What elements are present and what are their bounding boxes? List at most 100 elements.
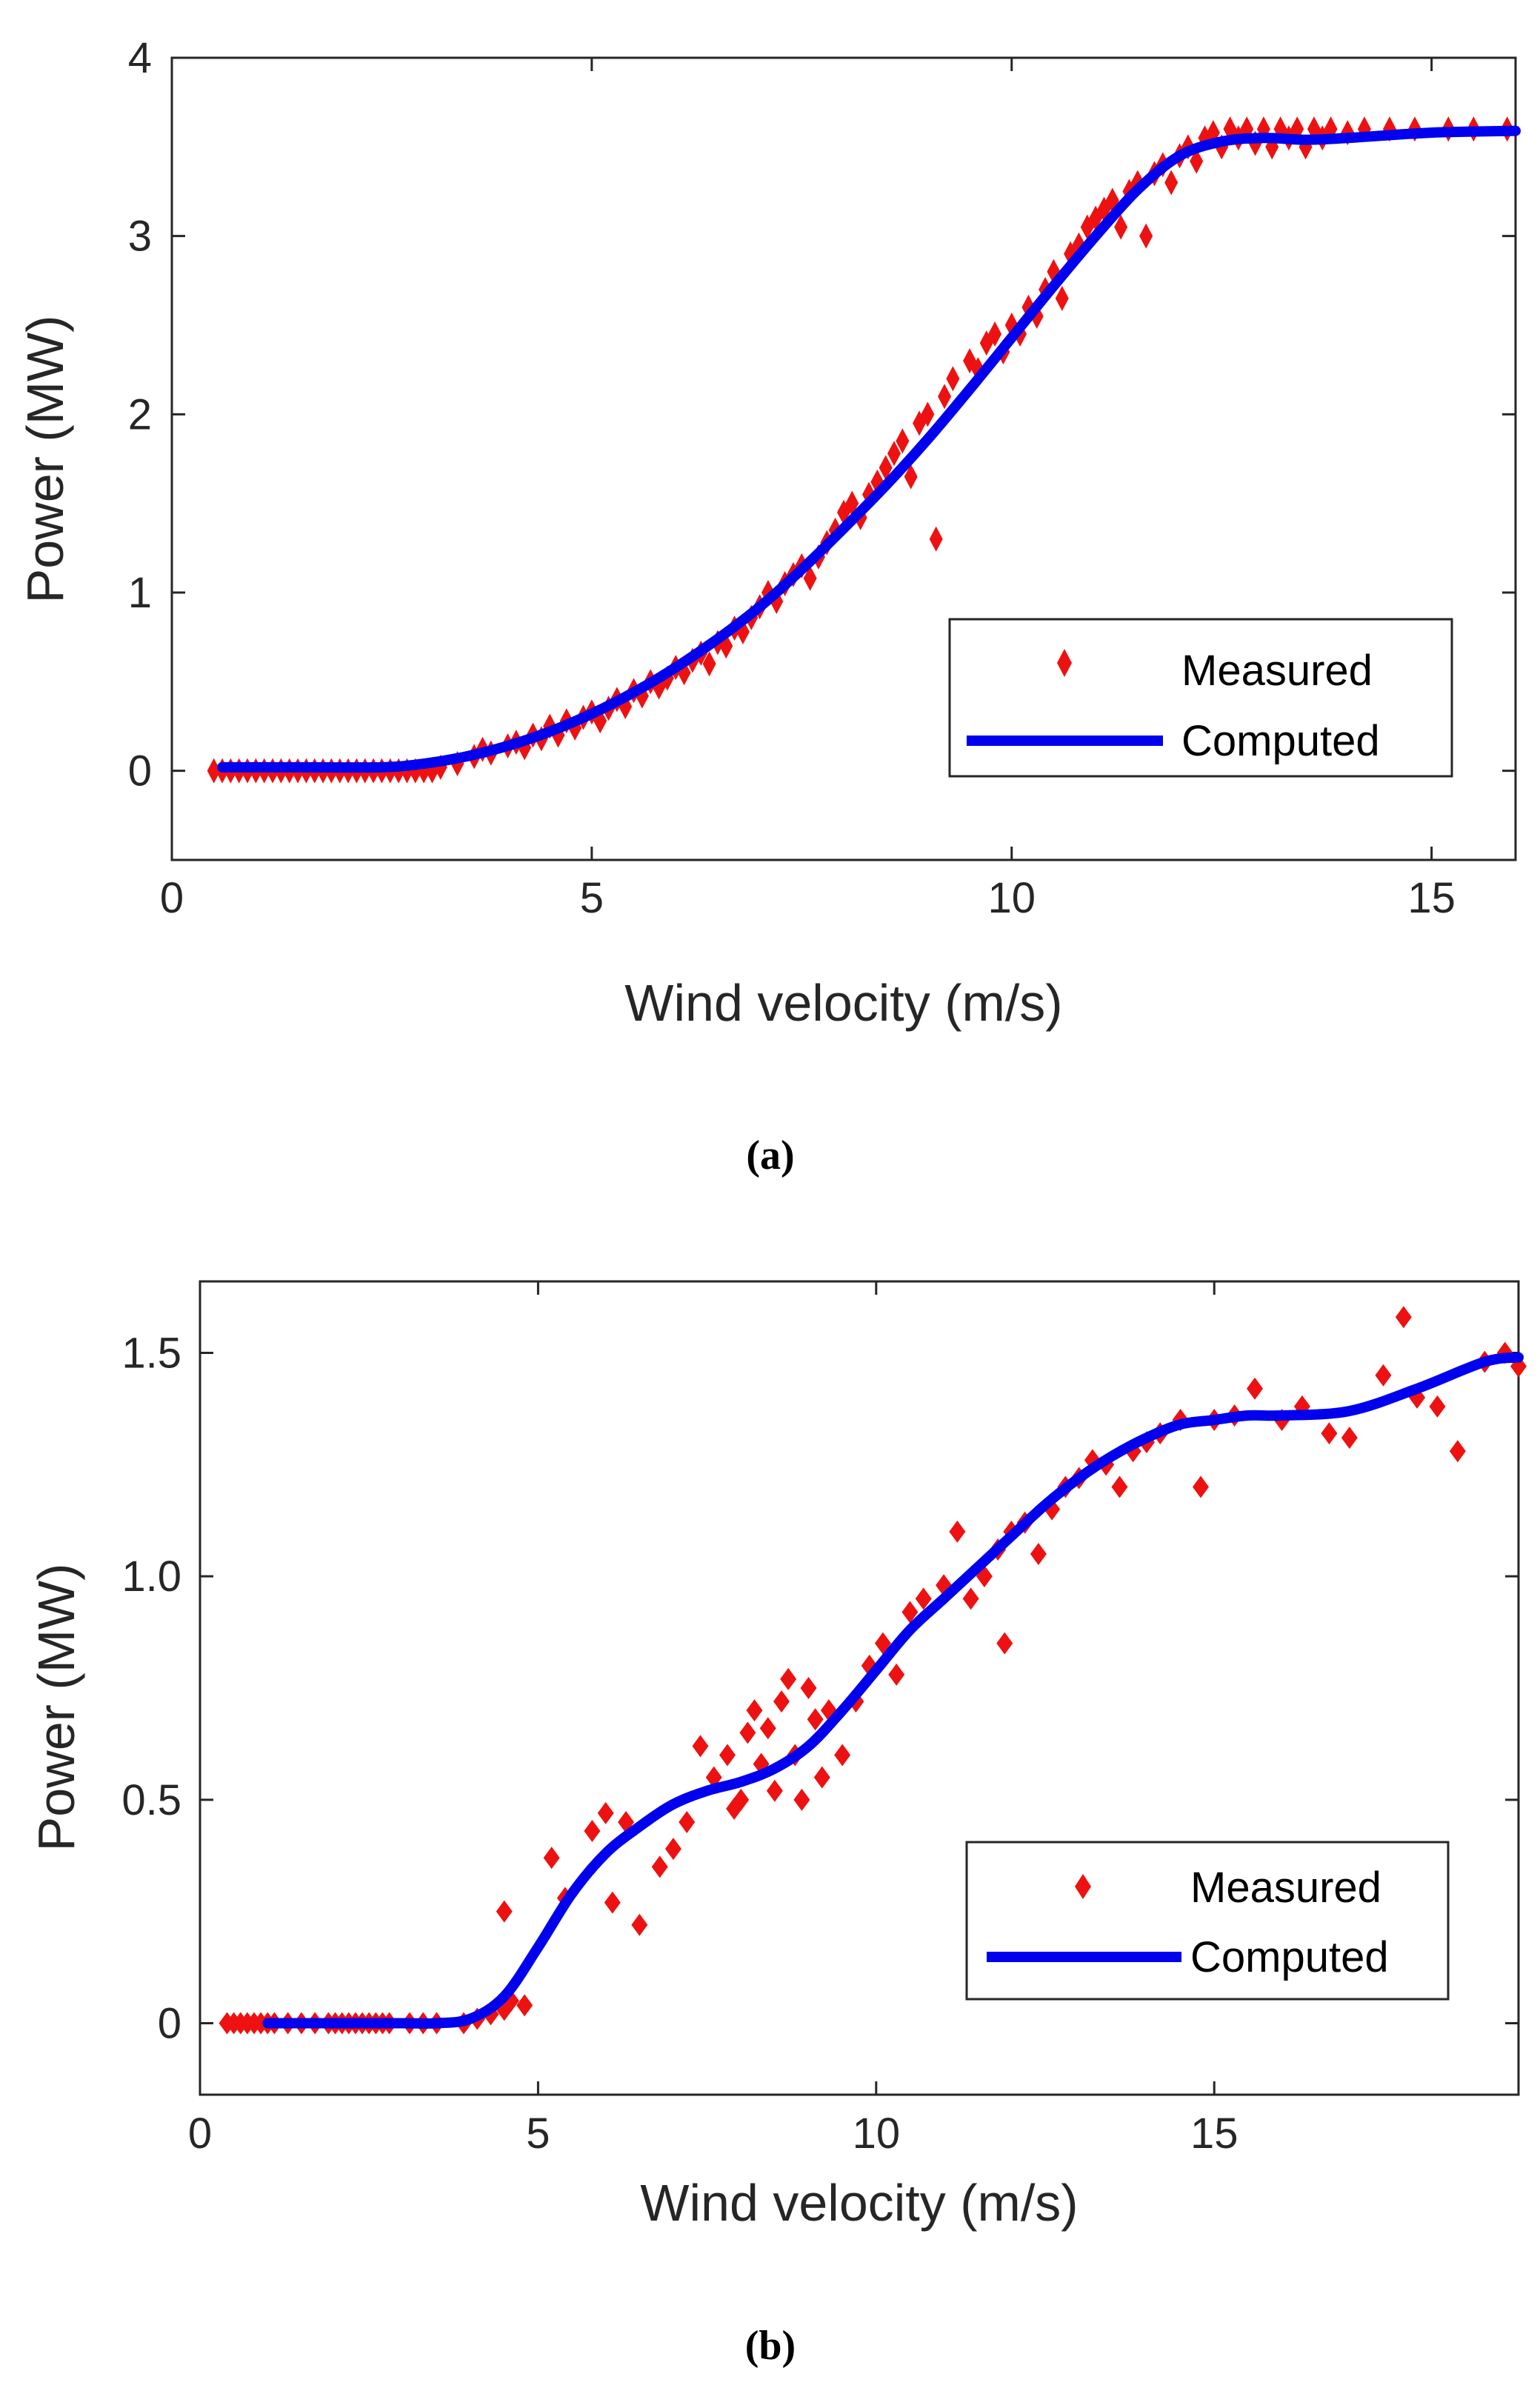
measured-point — [1341, 1427, 1358, 1450]
legend-measured-marker-b — [1075, 1874, 1091, 1899]
measured-point — [1124, 1440, 1141, 1463]
measured-point — [915, 1587, 932, 1610]
x-tick-label: 5 — [580, 874, 604, 922]
y-tick-label: 1.0 — [121, 1552, 181, 1601]
measured-point — [1510, 1355, 1527, 1378]
y-axis-label-a: Power (MW) — [16, 316, 74, 604]
chart-b: 0 5 10 15 0 0.5 1.0 1.5 Wind velocity (m/s) Po… — [27, 1280, 1527, 2369]
y-tick-label: 0 — [158, 1999, 181, 2047]
computed-curve — [262, 1352, 1524, 2029]
x-tick-labels-b: 0 5 10 15 — [188, 1281, 1239, 2158]
x-tick-label: 15 — [1190, 2109, 1239, 2158]
measured-point — [949, 1520, 966, 1543]
y-tick-label: 2 — [128, 390, 152, 438]
measured-point — [207, 758, 221, 784]
measured-point — [679, 1810, 696, 1833]
caption-a: (a) — [746, 1133, 794, 1178]
y-tick-labels-b: 0 0.5 1.0 1.5 — [121, 1330, 1519, 2047]
legend-computed-label-a: Computed — [1181, 717, 1380, 765]
measured-point — [417, 758, 431, 784]
legend-measured-label-b: Measured — [1190, 1864, 1381, 1912]
measured-point — [604, 1891, 621, 1914]
measured-point — [988, 321, 1002, 347]
y-tick-label: 0.5 — [121, 1776, 181, 1824]
measured-point — [813, 1766, 830, 1789]
measured-point — [1084, 1449, 1101, 1472]
y-tick-label: 0 — [128, 747, 152, 796]
measured-point — [1139, 223, 1153, 249]
measured-point — [888, 1663, 905, 1686]
measured-point — [450, 751, 464, 777]
measured-point — [766, 1779, 783, 1802]
measured-point — [773, 1690, 790, 1713]
measured-point — [1055, 285, 1069, 311]
measured-point — [938, 384, 952, 410]
measured-point — [496, 1998, 513, 2021]
measured-point — [1114, 214, 1128, 240]
measured-point — [1449, 1440, 1466, 1463]
measured-point — [746, 1699, 763, 1722]
legend-box-a — [948, 618, 1453, 778]
measured-point — [946, 366, 960, 392]
legend-computed-label-b: Computed — [1190, 1933, 1389, 1981]
measured-point — [651, 1855, 668, 1878]
x-tick-label: 10 — [853, 2109, 901, 2158]
computed-series-a — [217, 125, 1521, 773]
measured-point — [929, 526, 943, 552]
computed-curve — [217, 125, 1521, 773]
x-axis-label-a: Wind velocity (m/s) — [624, 974, 1062, 1032]
measured-point — [904, 464, 918, 490]
measured-point — [692, 1735, 709, 1758]
measured-point — [1192, 1475, 1209, 1498]
measured-point — [780, 1667, 797, 1690]
measured-point — [879, 455, 893, 481]
caption-b: (b) — [745, 2323, 796, 2369]
measured-point — [425, 758, 439, 784]
measured-point — [800, 1677, 817, 1699]
measured-point — [739, 1721, 756, 1744]
x-tick-label: 15 — [1407, 874, 1456, 922]
measured-point — [803, 565, 817, 591]
legend-a: Measured Computed — [948, 618, 1453, 778]
measured-point — [1375, 1364, 1392, 1387]
measured-point — [1321, 1422, 1338, 1445]
measured-point — [1164, 170, 1179, 196]
measured-point — [597, 1801, 614, 1824]
measured-point — [1395, 1306, 1412, 1329]
measured-point — [719, 1744, 736, 1767]
chart-a: 0 5 10 15 0 1 2 3 4 Wind velocity (m/s) Power (… — [16, 34, 1521, 1178]
measured-point — [1111, 1475, 1128, 1498]
measured-point — [834, 1744, 851, 1767]
x-axis-label-b: Wind velocity (m/s) — [640, 2174, 1078, 2232]
measured-point — [807, 1708, 824, 1731]
measured-point — [584, 1820, 601, 1843]
measured-point — [887, 441, 901, 467]
measured-point — [631, 1913, 648, 1936]
measured-point — [901, 1601, 919, 1624]
measured-point — [516, 1994, 533, 2017]
legend-box-b — [965, 1841, 1450, 2001]
measured-point — [759, 1717, 776, 1740]
measured-point — [733, 1788, 750, 1811]
measured-point — [793, 1788, 810, 1811]
y-tick-labels-a: 0 1 2 3 4 — [128, 34, 1516, 796]
measured-point — [502, 1990, 519, 2012]
measured-point — [1030, 1543, 1047, 1566]
measured-point — [874, 1632, 891, 1655]
x-tick-label: 0 — [188, 2109, 212, 2158]
legend-measured-label-a: Measured — [1181, 647, 1373, 695]
legend-measured-marker-a — [1057, 649, 1072, 677]
y-tick-label: 4 — [128, 34, 152, 82]
legend-b: Measured Computed — [965, 1841, 1450, 2001]
y-tick-label: 1 — [128, 569, 152, 617]
measured-point — [1247, 1377, 1263, 1400]
measured-point — [921, 401, 935, 427]
measured-point — [976, 1565, 993, 1588]
measured-point — [408, 758, 422, 784]
measured-point — [753, 1752, 770, 1775]
x-tick-label: 10 — [987, 874, 1036, 922]
computed-series-b — [262, 1352, 1524, 2029]
measured-point — [996, 1632, 1013, 1655]
measured-point — [1429, 1395, 1446, 1418]
measured-point — [971, 357, 985, 383]
